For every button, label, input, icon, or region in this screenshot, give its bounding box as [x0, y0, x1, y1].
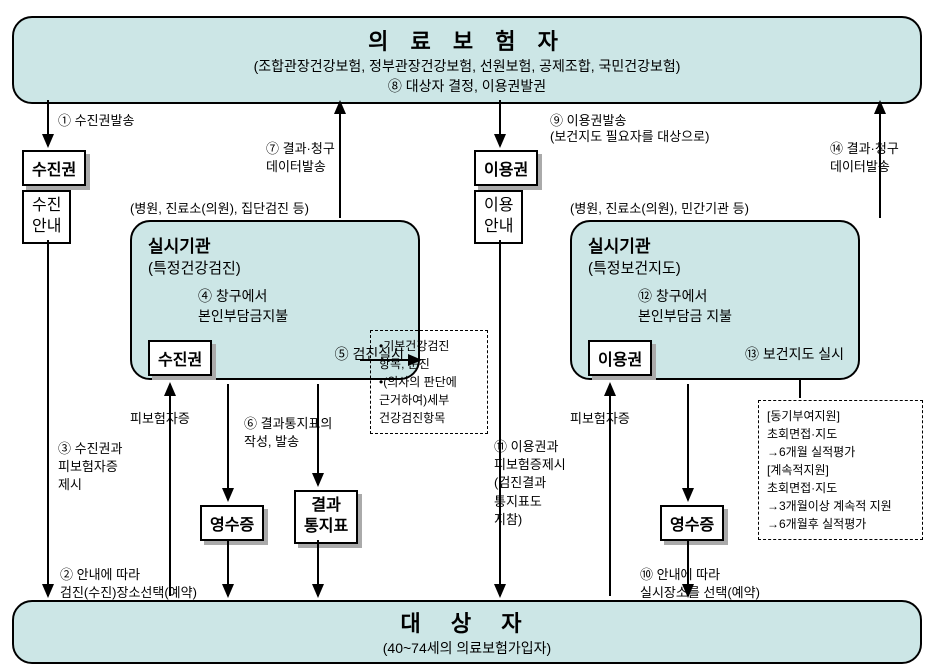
right-org-note2: 본인부담금 지불 — [638, 306, 842, 326]
left-org-sub: (특정건강검진) — [148, 257, 402, 278]
top-title: 의 료 보 험 자 — [26, 24, 908, 56]
d2b: 초회면접·지도 — [767, 425, 914, 443]
label-2: ② 안내에 따라 검진(수진)장소선택(예약) — [60, 566, 197, 602]
top-subtitle: (조합관장건강보험, 정부관장건강보험, 선원보험, 공제조합, 국민건강보험) — [26, 56, 908, 76]
sujin-ticket-box: 수진권 — [22, 150, 86, 186]
label-pibo-left: 피보험자증 — [130, 410, 190, 428]
d1d: 근거하여)세부 — [379, 391, 479, 409]
left-org-note1: ④ 창구에서 — [198, 286, 402, 306]
d2d: [계속적지원] — [767, 461, 914, 479]
d1b: 항목, 문진 — [379, 355, 479, 373]
right-org-title: 실시기관 — [588, 232, 842, 257]
receipt-right: 영수증 — [660, 505, 724, 541]
dashed-box-2: [동기부여지원] 초회면접·지도 →6개월 실적평가 [계속적지원] 초회면접·… — [758, 400, 923, 540]
d2f: →3개월이상 계속적 지원 — [767, 497, 914, 515]
result-notice: 결과 통지표 — [294, 490, 358, 544]
d1e: 건강검진항목 — [379, 409, 479, 427]
bottom-panel: 대 상 자 (40~74세의 의료보험가입자) — [12, 600, 922, 664]
left-org-note2: 본인부담금지불 — [198, 306, 402, 326]
right-org-sub: (특정보건지도) — [588, 257, 842, 278]
left-org-title: 실시기관 — [148, 232, 402, 257]
label-7: ⑦ 결과·청구 데이터발송 — [266, 140, 335, 176]
d2a: [동기부여지원] — [767, 407, 914, 425]
label-1: ① 수진권발송 — [58, 112, 134, 130]
left-org-above: (병원, 진료소(의원), 집단검진 등) — [130, 200, 309, 218]
dashed-box-1: •기본건강검진 항목, 문진 •(의사의 판단에 근거하여)세부 건강검진항목 — [370, 330, 488, 434]
label-14: ⑭ 결과·청구 데이터발송 — [830, 140, 899, 176]
label-3: ③ 수진권과 피보험자증 제시 — [58, 440, 122, 495]
bottom-subtitle: (40~74세의 의료보험가입자) — [26, 638, 908, 658]
sujin-guide-box: 수진 안내 — [22, 190, 71, 244]
top-panel: 의 료 보 험 자 (조합관장건강보험, 정부관장건강보험, 선원보험, 공제조… — [12, 16, 922, 104]
d2c: →6개월 실적평가 — [767, 443, 914, 461]
sujin-guide-text: 수진 안내 — [32, 197, 61, 235]
right-org-ticket: 이용권 — [588, 340, 652, 376]
top-line2: ⑧ 대상자 결정, 이용권발권 — [26, 76, 908, 96]
bottom-title: 대 상 자 — [26, 606, 908, 638]
d2g: →6개월후 실적평가 — [767, 515, 914, 533]
right-org-note1: ⑫ 창구에서 — [638, 286, 842, 306]
right-org-guide: ⑬ 보건지도 실시 — [745, 344, 844, 364]
label-11: ⑪ 이용권과 피보험증제시 (검진결과 통지표도 지참) — [494, 438, 566, 529]
result-notice-text: 결과 통지표 — [304, 497, 348, 535]
label-6: ⑥ 결과통지표의 작성, 발송 — [244, 415, 332, 451]
label-10: ⑩ 안내에 따라 실시장소를 선택(예약) — [640, 566, 760, 602]
iyong-guide-box: 이용 안내 — [474, 190, 523, 244]
iyong-ticket-box: 이용권 — [474, 150, 538, 186]
d1a: •기본건강검진 — [379, 337, 479, 355]
d2e: 초회면접·지도 — [767, 479, 914, 497]
left-org-ticket: 수진권 — [148, 340, 212, 376]
d1c: •(의사의 판단에 — [379, 373, 479, 391]
label-pibo-right: 피보험자증 — [570, 410, 630, 428]
iyong-guide-text: 이용 안내 — [484, 197, 513, 235]
label-9b: (보건지도 필요자를 대상으로) — [550, 128, 709, 146]
right-org-above: (병원, 진료소(의원), 민간기관 등) — [570, 200, 749, 218]
receipt-left: 영수증 — [200, 505, 264, 541]
